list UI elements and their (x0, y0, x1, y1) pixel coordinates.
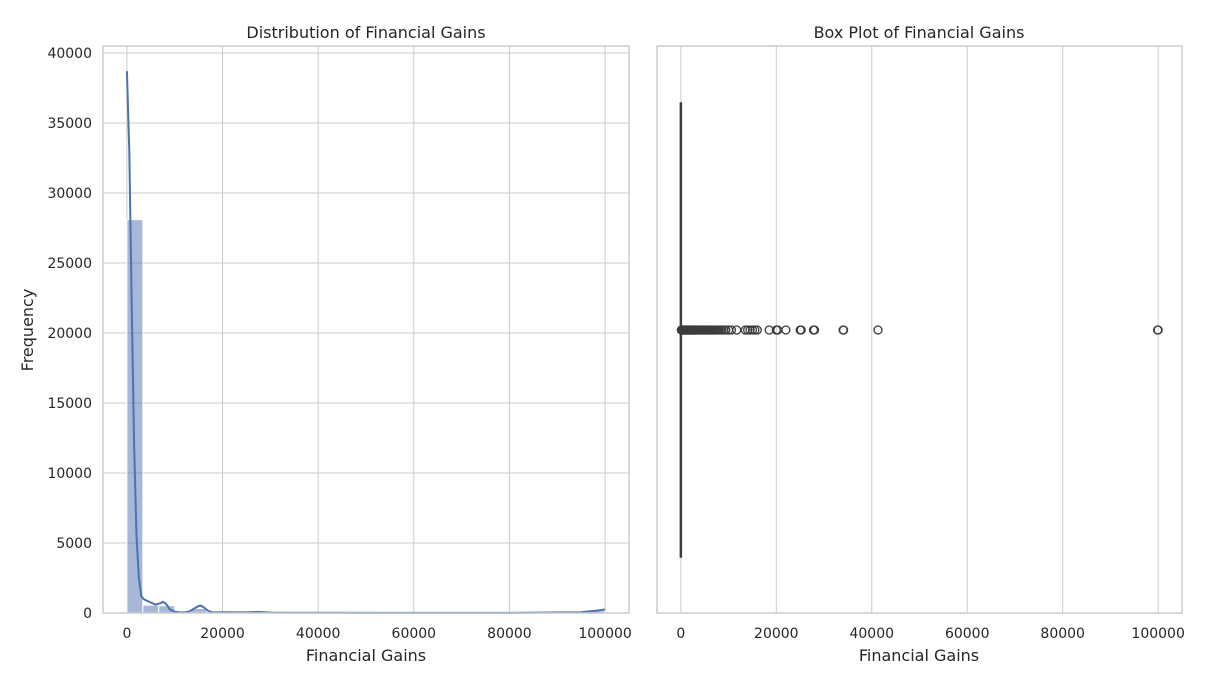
histogram-x-tick-label: 0 (122, 626, 131, 642)
histogram-y-ticks: 0 5000 10000 15000 20000 25000 30000 35000 40000 (47, 46, 92, 622)
boxplot-outlier-point (781, 325, 791, 335)
histogram-x-tick-label: 40000 (296, 626, 341, 642)
boxplot-outlier-point (743, 325, 753, 335)
boxplot-panel: 0 20000 40000 60000 80000 100000 Box Plot of … (656, 23, 1185, 665)
boxplot-outlier-point (726, 325, 737, 335)
histogram-y-tick-label: 25000 (47, 256, 92, 272)
histogram-frame (102, 45, 630, 614)
histogram-plot-background (103, 46, 629, 613)
boxplot-outlier-point (796, 325, 806, 335)
histogram-y-tick-label: 30000 (47, 186, 92, 202)
histogram-x-tick-label: 100000 (578, 626, 631, 642)
boxplot-outlier-point (809, 325, 820, 335)
histogram-bar (126, 219, 144, 614)
histogram-x-tick-label: 80000 (487, 626, 532, 642)
histogram-x-ticks: 0 20000 40000 60000 80000 100000 (122, 626, 631, 642)
boxplot-x-tick-label: 0 (676, 626, 685, 642)
histogram-title: Distribution of Financial Gains (246, 23, 485, 42)
histogram-bar (158, 605, 176, 614)
boxplot-x-tick-label: 100000 (1131, 626, 1184, 642)
boxplot-outlier-point (752, 325, 762, 335)
boxplot-x-tick-label: 40000 (849, 626, 894, 642)
boxplot-outlier-point (745, 325, 755, 335)
boxplot-outlier-point (838, 325, 849, 335)
boxplot-x-axis-label: Financial Gains (859, 646, 979, 665)
histogram-y-tick-label: 35000 (47, 116, 92, 132)
histogram-x-axis-label: Financial Gains (306, 646, 426, 665)
boxplot-outlier-point (740, 325, 750, 335)
histogram-x-tick-label: 60000 (392, 626, 437, 642)
boxplot-outliers (676, 325, 1163, 335)
boxplot-outlier-point (1153, 325, 1163, 335)
boxplot-title: Box Plot of Financial Gains (814, 23, 1025, 42)
histogram-y-axis-label: Frequency (18, 289, 37, 372)
boxplot-x-tick-label: 60000 (945, 626, 990, 642)
histogram-grid (103, 46, 629, 614)
boxplot-plot-background (657, 46, 1182, 613)
histogram-bar (142, 604, 160, 614)
boxplot-outlier-point (873, 325, 883, 335)
histogram-x-tick-label: 20000 (200, 626, 245, 642)
boxplot-outlier-point (747, 325, 758, 335)
boxplot-outlier-point (721, 325, 731, 335)
boxplot-frame (656, 45, 1183, 614)
histogram-y-tick-label: 15000 (47, 396, 92, 412)
histogram-panel: 0 20000 40000 60000 80000 100000 0 5000 10000 15… (18, 23, 632, 665)
histogram-y-tick-label: 10000 (47, 466, 92, 482)
boxplot-x-tick-label: 80000 (1040, 626, 1085, 642)
boxplot-x-ticks: 0 20000 40000 60000 80000 100000 (676, 626, 1184, 642)
boxplot-x-tick-label: 20000 (754, 626, 799, 642)
histogram-y-tick-label: 0 (83, 606, 92, 622)
histogram-y-tick-label: 40000 (47, 46, 92, 62)
boxplot-outlier-point (750, 325, 760, 335)
histogram-y-tick-label: 5000 (56, 536, 92, 552)
histogram-y-tick-label: 20000 (47, 326, 92, 342)
